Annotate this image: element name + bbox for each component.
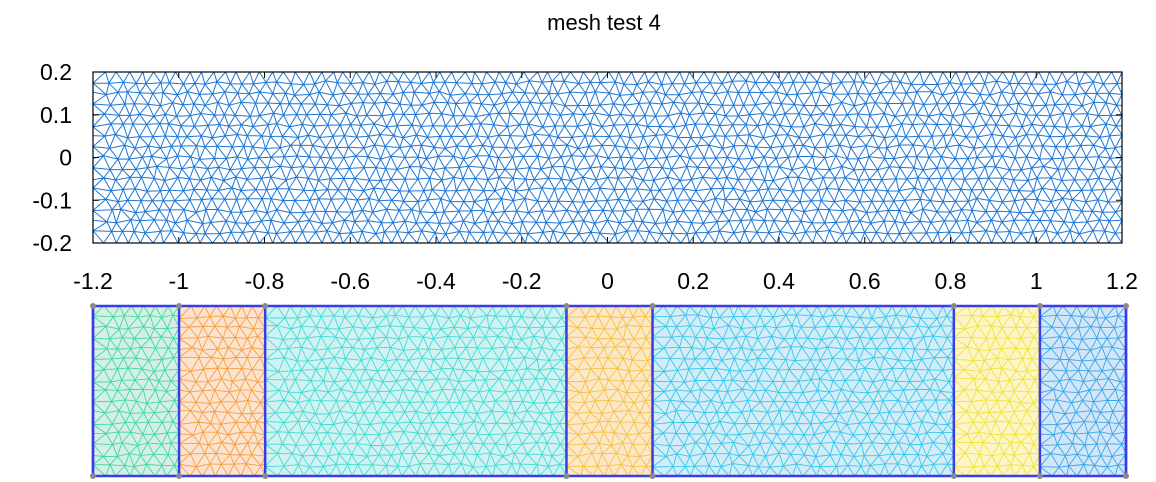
boundary-vertex: [563, 473, 570, 479]
boundary-vertex: [563, 303, 570, 309]
x-tick-label: 0: [601, 268, 614, 294]
boundary-vertex: [262, 303, 269, 309]
region-mesh: [1039, 306, 1126, 476]
region-triangles: [265, 306, 567, 476]
boundary-vertex: [950, 473, 957, 479]
boundary-vertex: [950, 303, 957, 309]
x-tick-label: 0.8: [935, 268, 967, 294]
x-tick-label: 0.4: [763, 268, 795, 294]
x-tick-label: -1: [169, 268, 189, 294]
region-mesh: [265, 306, 567, 476]
region-mesh: [652, 306, 954, 476]
boundary-vertex: [1036, 473, 1043, 479]
y-axis-ticks: 0.2 0.1 0 -0.1 -0.2: [32, 59, 1122, 256]
x-tick-label: 1: [1030, 268, 1043, 294]
x-axis-ticks: -1.2 -1 -0.8 -0.6 -0.4 -0.2 0 0.2 0.4 0.6 0.8 1 1.2: [73, 72, 1138, 294]
top-mesh-plot: -1.2 -1 -0.8 -0.6 -0.4 -0.2 0 0.2 0.4 0.6 0.8 1 1.2 …: [32, 59, 1138, 294]
y-tick-label: 0: [59, 145, 72, 171]
region-triangles: [652, 306, 954, 476]
x-tick-label: 0.6: [849, 268, 881, 294]
region-triangles: [93, 306, 180, 476]
bottom-region-mesh-plot: [90, 303, 1129, 479]
x-tick-label: -0.8: [245, 268, 285, 294]
x-tick-label: -0.2: [502, 268, 542, 294]
x-tick-label: -0.4: [416, 268, 456, 294]
region-mesh: [953, 306, 1040, 476]
x-tick-label: -1.2: [73, 268, 113, 294]
mesh-triangles: [93, 72, 1122, 243]
boundary-vertex: [649, 473, 656, 479]
region-mesh-triangles: [93, 306, 1126, 476]
region-boundaries: [90, 303, 1129, 479]
boundary-vertex: [262, 473, 269, 479]
y-tick-label: -0.2: [32, 230, 72, 256]
boundary-vertex: [1123, 473, 1129, 479]
region-triangles: [953, 306, 1040, 476]
boundary-vertex: [176, 303, 183, 309]
y-tick-label: 0.2: [40, 59, 72, 85]
boundary-vertex: [176, 473, 183, 479]
x-tick-label: 0.2: [677, 268, 709, 294]
boundary-vertex: [90, 473, 96, 479]
region-mesh: [93, 306, 180, 476]
boundary-vertex: [90, 303, 96, 309]
boundary-vertex: [649, 303, 656, 309]
x-tick-label: -0.6: [330, 268, 370, 294]
y-tick-label: -0.1: [32, 187, 72, 213]
top-mesh-triangles: [93, 72, 1122, 243]
chart-title: mesh test 4: [547, 10, 661, 35]
x-tick-label: 1.2: [1106, 268, 1138, 294]
boundary-vertex: [1036, 303, 1043, 309]
region-triangles: [1039, 306, 1126, 476]
boundary-vertex: [1123, 303, 1129, 309]
y-tick-label: 0.1: [40, 102, 72, 128]
region-fills: [93, 306, 1126, 476]
